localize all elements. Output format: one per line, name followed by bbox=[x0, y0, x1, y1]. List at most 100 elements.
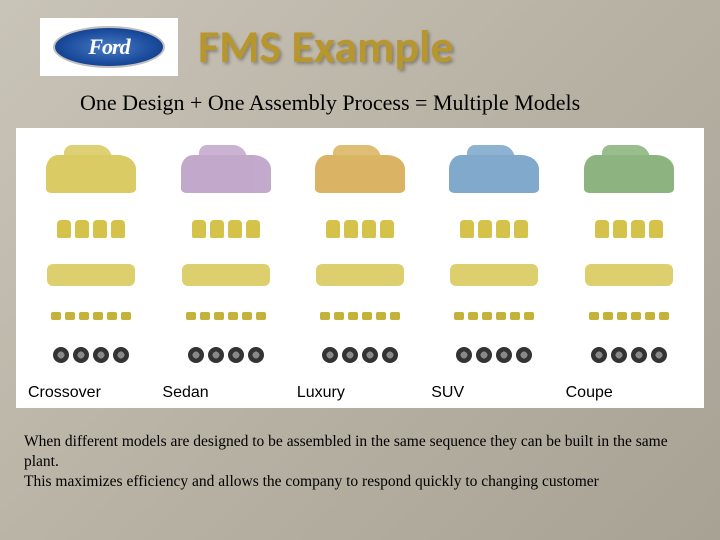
wheel-icon bbox=[248, 347, 264, 363]
model-label: SUV bbox=[427, 380, 561, 402]
seats-row bbox=[444, 220, 544, 238]
wheels-row bbox=[579, 347, 679, 363]
seat-icon bbox=[326, 220, 340, 238]
seats-row bbox=[176, 220, 276, 238]
small-part-icon bbox=[496, 312, 506, 320]
small-part-icon bbox=[589, 312, 599, 320]
slide-title: FMS Example bbox=[198, 19, 454, 75]
seat-icon bbox=[595, 220, 609, 238]
wheel-icon bbox=[228, 347, 244, 363]
wheel-icon bbox=[456, 347, 472, 363]
car-body-icon bbox=[315, 155, 405, 193]
model-column: SUV bbox=[427, 138, 561, 402]
exploded-parts-stack bbox=[562, 138, 696, 380]
wheel-icon bbox=[208, 347, 224, 363]
wheel-icon bbox=[516, 347, 532, 363]
car-body-icon bbox=[46, 155, 136, 193]
model-label: Luxury bbox=[293, 380, 427, 402]
small-part-icon bbox=[334, 312, 344, 320]
small-part-icon bbox=[524, 312, 534, 320]
small-parts-row bbox=[41, 312, 141, 320]
small-part-icon bbox=[200, 312, 210, 320]
wheel-icon bbox=[631, 347, 647, 363]
small-part-icon bbox=[362, 312, 372, 320]
model-label: Crossover bbox=[24, 380, 158, 402]
small-part-icon bbox=[659, 312, 669, 320]
wheels-row bbox=[444, 347, 544, 363]
seat-icon bbox=[228, 220, 242, 238]
wheels-row bbox=[310, 347, 410, 363]
model-label: Sedan bbox=[158, 380, 292, 402]
wheel-icon bbox=[362, 347, 378, 363]
wheel-icon bbox=[476, 347, 492, 363]
wheel-icon bbox=[73, 347, 89, 363]
small-parts-row bbox=[176, 312, 276, 320]
small-parts-row bbox=[444, 312, 544, 320]
small-parts-row bbox=[310, 312, 410, 320]
seat-icon bbox=[460, 220, 474, 238]
car-body-icon bbox=[584, 155, 674, 193]
wheels-row bbox=[41, 347, 141, 363]
small-part-icon bbox=[617, 312, 627, 320]
seats-row bbox=[41, 220, 141, 238]
car-body-icon bbox=[449, 155, 539, 193]
exploded-parts-stack bbox=[158, 138, 292, 380]
chassis-icon bbox=[450, 264, 538, 286]
small-part-icon bbox=[186, 312, 196, 320]
model-column: Coupe bbox=[562, 138, 696, 402]
seat-icon bbox=[649, 220, 663, 238]
small-part-icon bbox=[348, 312, 358, 320]
ford-oval-icon: Ford bbox=[53, 26, 165, 68]
wheel-icon bbox=[382, 347, 398, 363]
small-part-icon bbox=[510, 312, 520, 320]
small-part-icon bbox=[631, 312, 641, 320]
exploded-parts-stack bbox=[427, 138, 561, 380]
seat-icon bbox=[496, 220, 510, 238]
wheel-icon bbox=[322, 347, 338, 363]
wheels-row bbox=[176, 347, 276, 363]
small-part-icon bbox=[93, 312, 103, 320]
wheel-icon bbox=[93, 347, 109, 363]
seat-icon bbox=[93, 220, 107, 238]
seat-icon bbox=[631, 220, 645, 238]
small-part-icon bbox=[214, 312, 224, 320]
seat-icon bbox=[57, 220, 71, 238]
model-column: Luxury bbox=[293, 138, 427, 402]
small-part-icon bbox=[256, 312, 266, 320]
wheel-icon bbox=[53, 347, 69, 363]
wheel-icon bbox=[651, 347, 667, 363]
small-part-icon bbox=[242, 312, 252, 320]
seat-icon bbox=[380, 220, 394, 238]
small-parts-row bbox=[579, 312, 679, 320]
footer-line-1: When different models are designed to be… bbox=[24, 432, 696, 472]
chassis-icon bbox=[316, 264, 404, 286]
small-part-icon bbox=[603, 312, 613, 320]
small-part-icon bbox=[390, 312, 400, 320]
wheel-icon bbox=[496, 347, 512, 363]
footer-text: When different models are designed to be… bbox=[0, 408, 720, 492]
seat-icon bbox=[613, 220, 627, 238]
seat-icon bbox=[75, 220, 89, 238]
seat-icon bbox=[111, 220, 125, 238]
small-part-icon bbox=[51, 312, 61, 320]
slide-subtitle: One Design + One Assembly Process = Mult… bbox=[0, 84, 720, 128]
exploded-parts-stack bbox=[293, 138, 427, 380]
wheel-icon bbox=[113, 347, 129, 363]
model-column: Sedan bbox=[158, 138, 292, 402]
wheel-icon bbox=[591, 347, 607, 363]
wheel-icon bbox=[188, 347, 204, 363]
seat-icon bbox=[514, 220, 528, 238]
model-label: Coupe bbox=[562, 380, 696, 402]
seat-icon bbox=[478, 220, 492, 238]
wheel-icon bbox=[342, 347, 358, 363]
ford-logo: Ford bbox=[40, 18, 178, 76]
car-body-icon bbox=[181, 155, 271, 193]
small-part-icon bbox=[320, 312, 330, 320]
small-part-icon bbox=[454, 312, 464, 320]
small-part-icon bbox=[228, 312, 238, 320]
chassis-icon bbox=[182, 264, 270, 286]
small-part-icon bbox=[121, 312, 131, 320]
small-part-icon bbox=[79, 312, 89, 320]
small-part-icon bbox=[468, 312, 478, 320]
chassis-icon bbox=[47, 264, 135, 286]
